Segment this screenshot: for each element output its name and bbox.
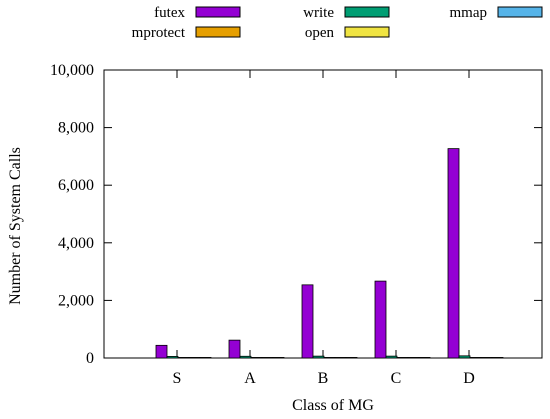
legend-label: futex: [154, 5, 185, 21]
x-axis-title: Class of MG: [292, 397, 374, 414]
bar-mmap-D: [469, 357, 482, 359]
bar-write-B: [312, 355, 325, 359]
legend-label: mprotect: [132, 25, 186, 41]
bar-write-C: [385, 355, 398, 359]
bar-write-D: [458, 355, 471, 359]
legend-label: open: [305, 25, 335, 41]
plot-frame: [103, 69, 543, 359]
bar-futex-S: [155, 344, 168, 359]
bar-open-S: [199, 357, 212, 359]
bar-mmap-S: [177, 357, 190, 359]
legend-item-futex: futex: [154, 5, 241, 21]
legend-item-open: open: [305, 25, 390, 41]
y-tick-label: 6,000: [58, 177, 94, 194]
bar-write-S: [166, 356, 179, 359]
x-tick-label: S: [173, 370, 182, 387]
y-tick-label: 2,000: [58, 292, 94, 309]
legend: futex write mmap mprotect open: [132, 5, 543, 41]
x-tick-label: B: [318, 370, 329, 387]
legend-swatch: [344, 26, 390, 38]
legend-label: mmap: [450, 5, 488, 21]
y-tick-label: 4,000: [58, 235, 94, 252]
bar-open-D: [491, 357, 504, 359]
legend-swatch: [344, 6, 390, 18]
bar-mprotect-C: [407, 357, 420, 359]
y-tick-label: 8,000: [58, 120, 94, 137]
bar-open-A: [272, 357, 285, 359]
bar-mmap-C: [396, 357, 409, 359]
bar-open-C: [418, 357, 431, 359]
bar-mprotect-S: [188, 357, 201, 359]
x-tick-label: D: [463, 370, 475, 387]
x-tick-label: A: [244, 370, 256, 387]
legend-swatch: [195, 6, 241, 18]
bar-futex-B: [301, 284, 314, 359]
legend-swatch: [497, 6, 543, 18]
legend-swatch: [195, 26, 241, 38]
y-tick-label: 0: [86, 350, 94, 367]
bar-mmap-A: [250, 357, 263, 359]
bar-write-A: [239, 355, 252, 359]
bar-mprotect-A: [261, 357, 274, 359]
bars: [155, 148, 504, 359]
y-axis-title: Number of System Calls: [7, 147, 24, 305]
legend-item-mmap: mmap: [450, 5, 543, 21]
bar-mprotect-B: [334, 357, 347, 359]
bar-mmap-B: [323, 357, 336, 359]
bar-futex-C: [374, 280, 387, 359]
bar-futex-D: [447, 148, 460, 359]
y-axis: 0 2,000 4,000 6,000 8,000 10,000: [50, 62, 542, 367]
legend-label: write: [303, 5, 334, 21]
bar-mprotect-D: [480, 357, 493, 359]
y-tick-label: 10,000: [50, 62, 94, 79]
legend-item-write: write: [303, 5, 390, 21]
x-tick-label: C: [391, 370, 402, 387]
bar-futex-A: [228, 339, 241, 359]
legend-item-mprotect: mprotect: [132, 25, 241, 41]
bar-open-B: [345, 357, 358, 359]
